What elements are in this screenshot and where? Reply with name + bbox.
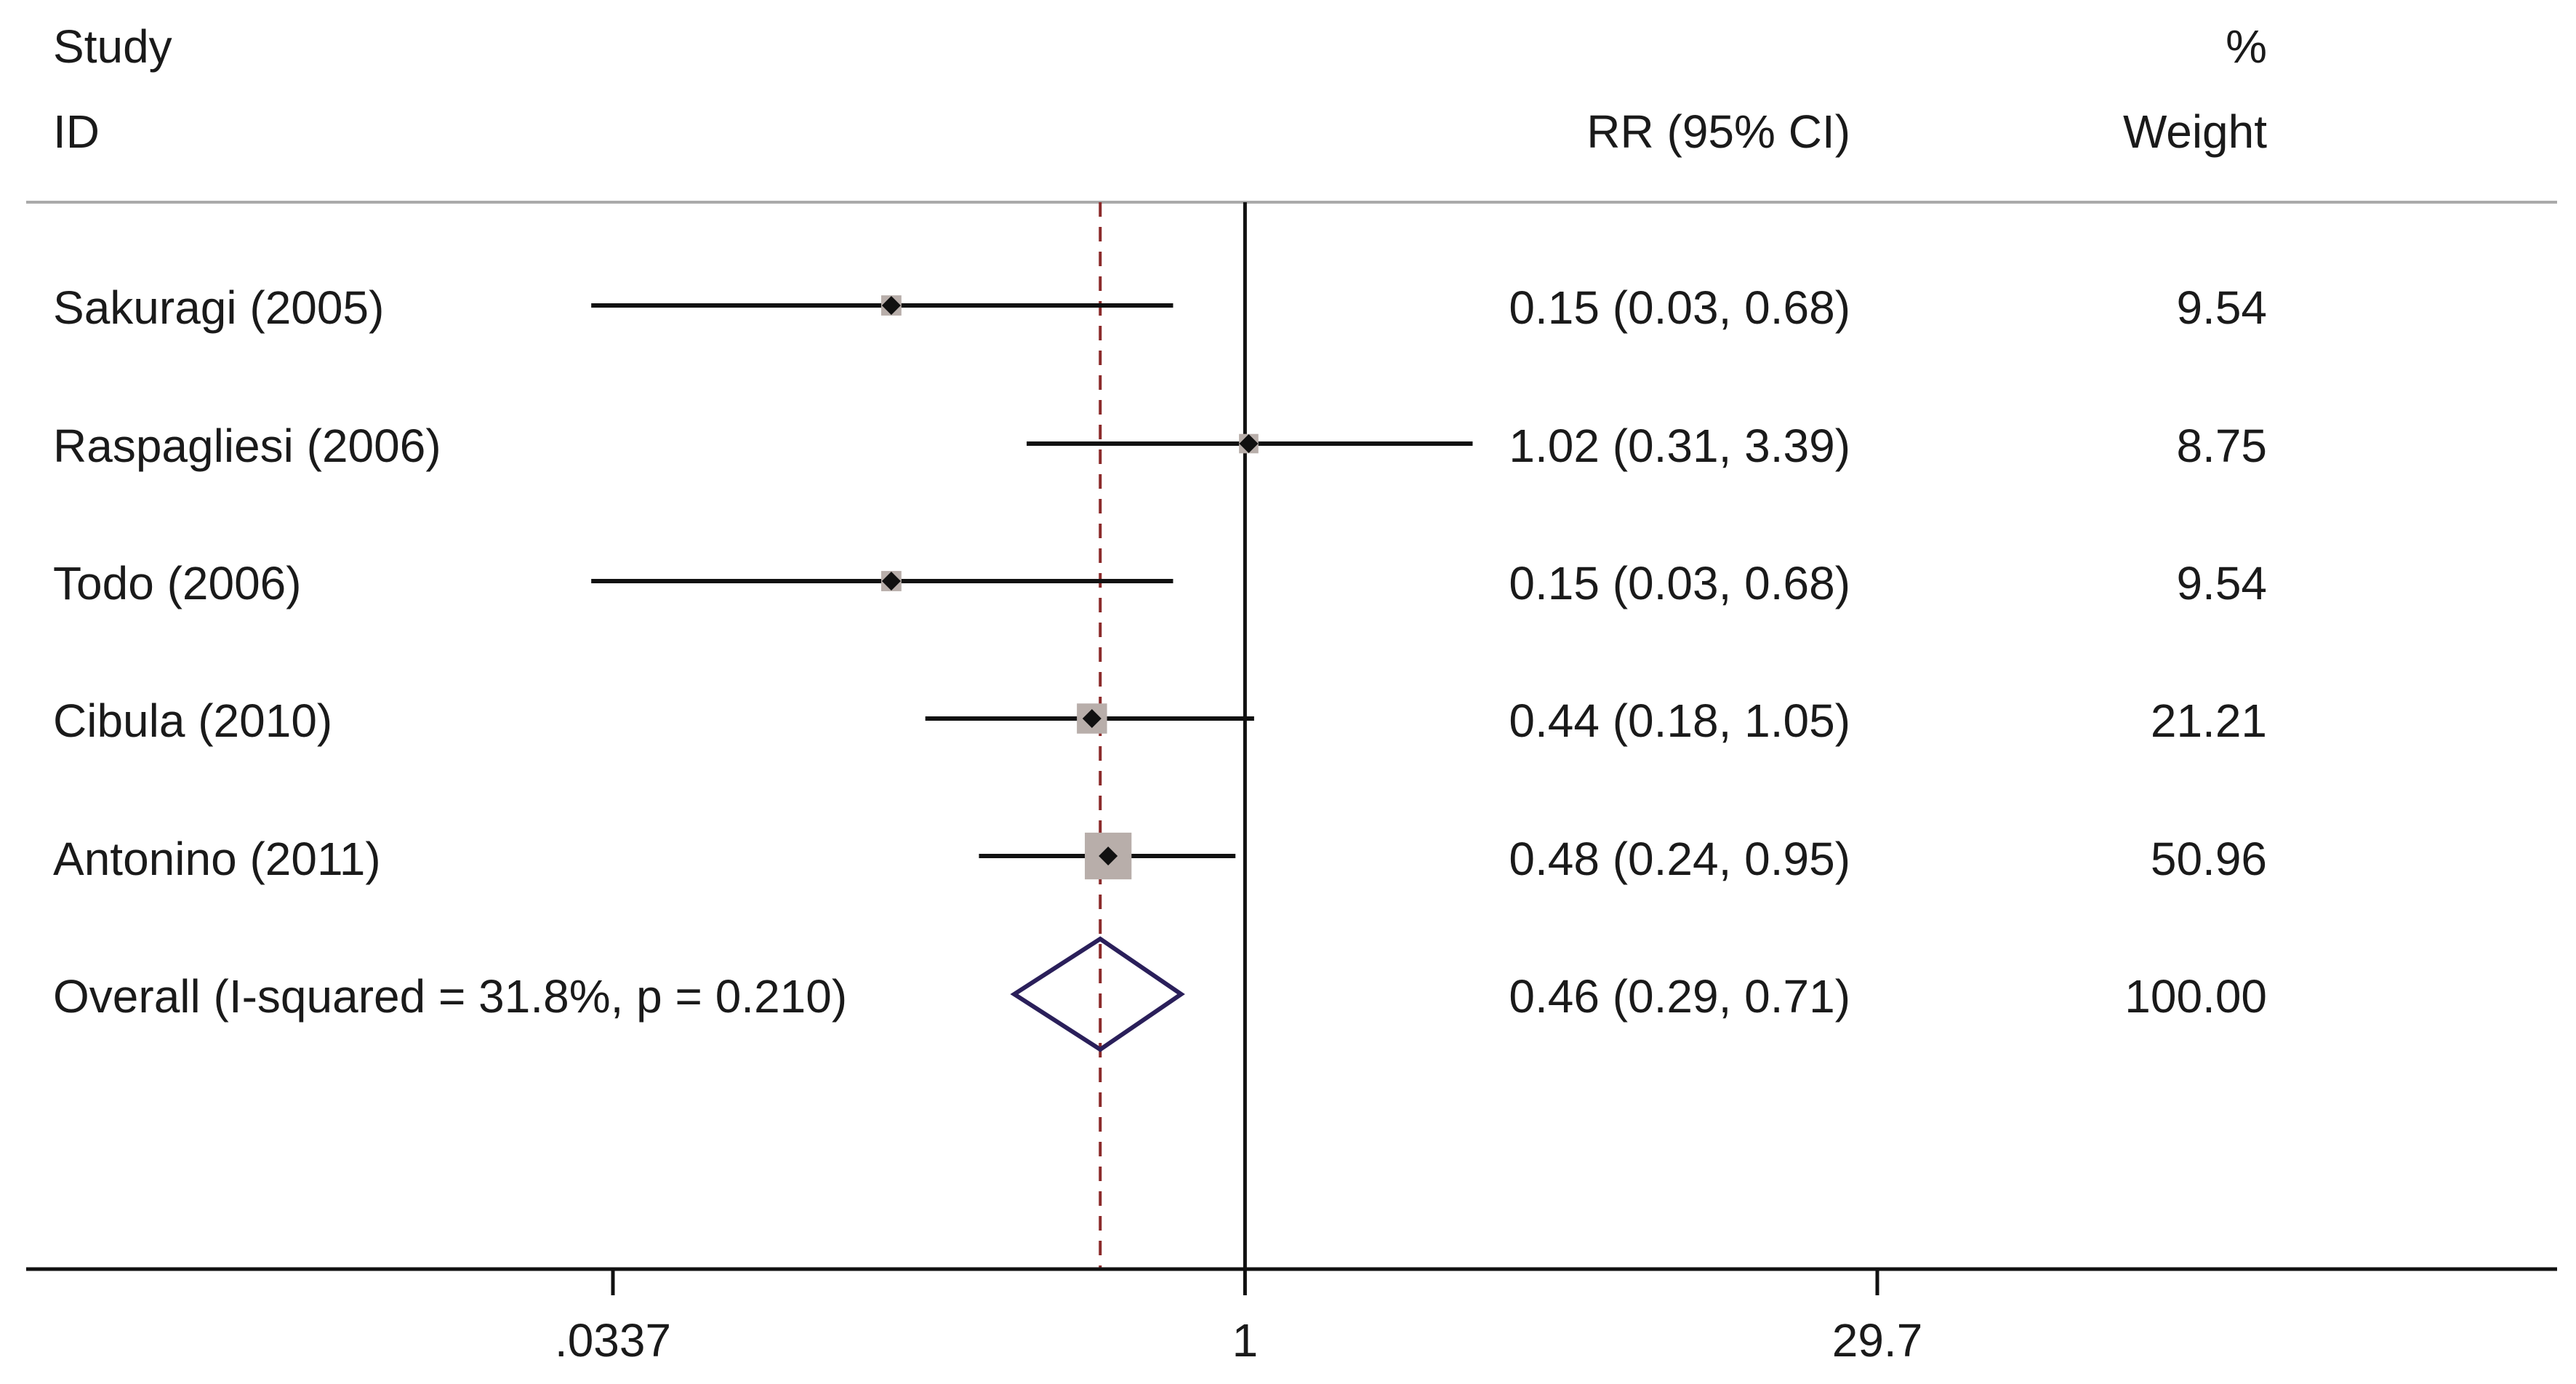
ci-text: 0.15 (0.03, 0.68) [1509,557,1850,609]
weight-text: 8.75 [2176,420,2267,472]
point-estimate [1082,709,1102,728]
overall-row: Overall (I-squared = 31.8%, p = 0.210) 0… [53,936,2267,1052]
header-weight: Weight [2123,105,2267,158]
header-effect: RR (95% CI) [1586,105,1850,158]
study-label: Cibula (2010) [53,695,332,747]
point-estimate [1239,434,1259,453]
ci-text: 0.15 (0.03, 0.68) [1509,281,1850,334]
x-axis-tick: 1 [1232,1269,1259,1367]
overall-label: Overall (I-squared = 31.8%, p = 0.210) [53,970,847,1023]
study-row: Todo (2006) 0.15 (0.03, 0.68) 9.54 [53,557,2267,609]
study-label: Todo (2006) [53,557,302,609]
tick-label: 1 [1232,1314,1259,1367]
weight-text: 50.96 [2151,833,2267,885]
overall-diamond [1010,936,1185,1052]
study-row: Sakuragi (2005) 0.15 (0.03, 0.68) 9.54 [53,281,2267,334]
header-study: Study [53,20,172,73]
x-axis-tick: 29.7 [1832,1269,1923,1367]
weight-text: 21.21 [2151,695,2267,747]
point-estimate [881,572,901,591]
x-axis-tick: .0337 [555,1269,671,1367]
tick-label: 29.7 [1832,1314,1923,1367]
ci-text: 0.44 (0.18, 1.05) [1509,695,1850,747]
study-row: Raspagliesi (2006) 1.02 (0.31, 3.39) 8.7… [53,420,2267,472]
study-row: Antonino (2011) 0.48 (0.24, 0.95) 50.96 [53,832,2267,885]
header-percent: % [2226,20,2267,73]
weight-text: 9.54 [2176,557,2267,609]
study-label: Sakuragi (2005) [53,281,384,334]
study-row: Cibula (2010) 0.44 (0.18, 1.05) 21.21 [53,695,2267,747]
ci-text: 1.02 (0.31, 3.39) [1509,420,1850,472]
point-estimate [881,296,901,315]
overall-weight-text: 100.00 [2124,970,2267,1023]
overall-ci-text: 0.46 (0.29, 0.71) [1509,970,1850,1023]
weight-text: 9.54 [2176,281,2267,334]
point-estimate [1099,847,1118,865]
study-label: Antonino (2011) [53,833,381,885]
header-id: ID [53,105,100,158]
tick-label: .0337 [555,1314,671,1367]
ci-text: 0.48 (0.24, 0.95) [1509,833,1850,885]
study-label: Raspagliesi (2006) [53,420,441,472]
